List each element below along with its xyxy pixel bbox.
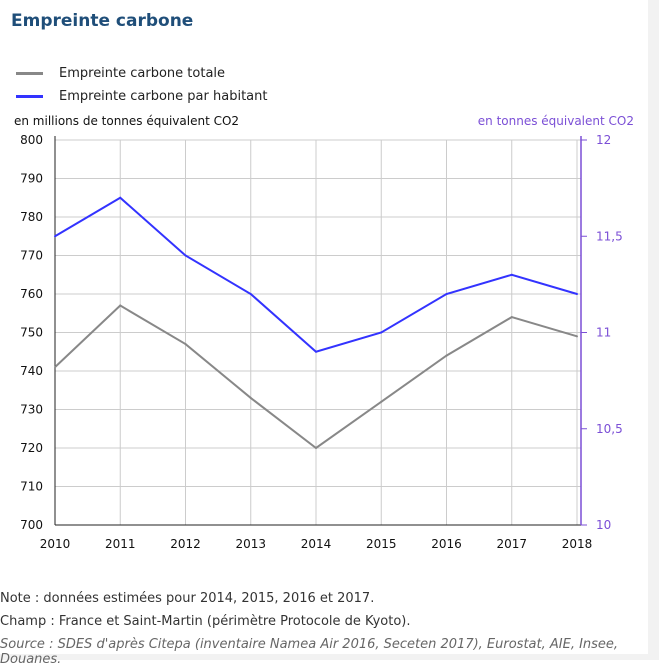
data-point [315, 350, 317, 353]
data-point [380, 400, 383, 403]
data-point [249, 396, 252, 399]
data-point [576, 335, 578, 338]
x-tick-label: 2018 [562, 537, 593, 551]
champ-text: Champ : France et Saint-Martin (périmètr… [0, 614, 411, 629]
data-point [380, 331, 383, 334]
y-tick-label-left: 770 [20, 249, 43, 263]
data-point [119, 196, 122, 199]
y-tick-label-left: 740 [20, 364, 43, 378]
data-point [54, 235, 56, 238]
page-margin [648, 0, 659, 660]
data-point [445, 293, 448, 295]
x-tick-label: 2013 [235, 537, 266, 551]
y-tick-label-left: 730 [20, 403, 43, 417]
data-point [576, 293, 578, 295]
chart-plot: 700 710 720 730 740 750 760 770 780 790 800 2010 201… [20, 133, 623, 551]
y-tick-label-left: 700 [20, 518, 43, 532]
legend-swatch-blue [16, 95, 43, 98]
y-tick-label-left: 790 [20, 172, 43, 186]
y-tick-label-left: 760 [20, 287, 43, 301]
legend-item-total: Empreinte carbone totale [16, 66, 225, 81]
x-tick-label: 2014 [301, 537, 332, 551]
data-point [184, 254, 187, 257]
data-point [54, 366, 56, 369]
x-tick-label: 2011 [105, 537, 136, 551]
left-axis-label: en millions de tonnes équivalent CO2 [14, 114, 240, 128]
x-tick-label: 2010 [40, 537, 71, 551]
y-tick-label-left: 710 [20, 480, 43, 494]
chart-title: Empreinte carbone [11, 11, 194, 31]
right-axis-label: en tonnes équivalent CO2 [477, 114, 634, 128]
y-tick-label-right: 10 [596, 518, 611, 532]
y-tick-label-right: 11,5 [596, 229, 623, 243]
data-point [510, 273, 513, 276]
note-text: Note : données estimées pour 2014, 2015,… [0, 591, 375, 606]
data-point [445, 354, 448, 357]
legend-label: Empreinte carbone totale [59, 66, 226, 81]
y-tick-label-left: 750 [20, 326, 43, 340]
data-point [184, 343, 187, 346]
x-tick-label: 2012 [170, 537, 201, 551]
data-point [119, 304, 122, 307]
x-tick-label: 2016 [431, 537, 462, 551]
x-tick-label: 2017 [496, 537, 527, 551]
y-tick-label-right: 10,5 [596, 422, 623, 436]
data-point [510, 316, 513, 319]
legend-label: Empreinte carbone par habitant [59, 89, 268, 104]
source-text: Source : SDES d'après Citepa (inventaire… [0, 637, 619, 667]
y-tick-label-left: 780 [20, 210, 43, 224]
page-bottom [0, 654, 659, 660]
y-tick-label-right: 11 [596, 326, 611, 340]
data-point [249, 293, 252, 295]
data-point [315, 447, 317, 449]
x-tick-label: 2015 [366, 537, 397, 551]
y-tick-label-right: 12 [596, 133, 611, 147]
y-tick-label-left: 800 [20, 133, 43, 147]
y-tick-label-left: 720 [20, 441, 43, 455]
legend-item-per-capita: Empreinte carbone par habitant [16, 89, 267, 104]
legend-swatch-gray [16, 72, 43, 75]
